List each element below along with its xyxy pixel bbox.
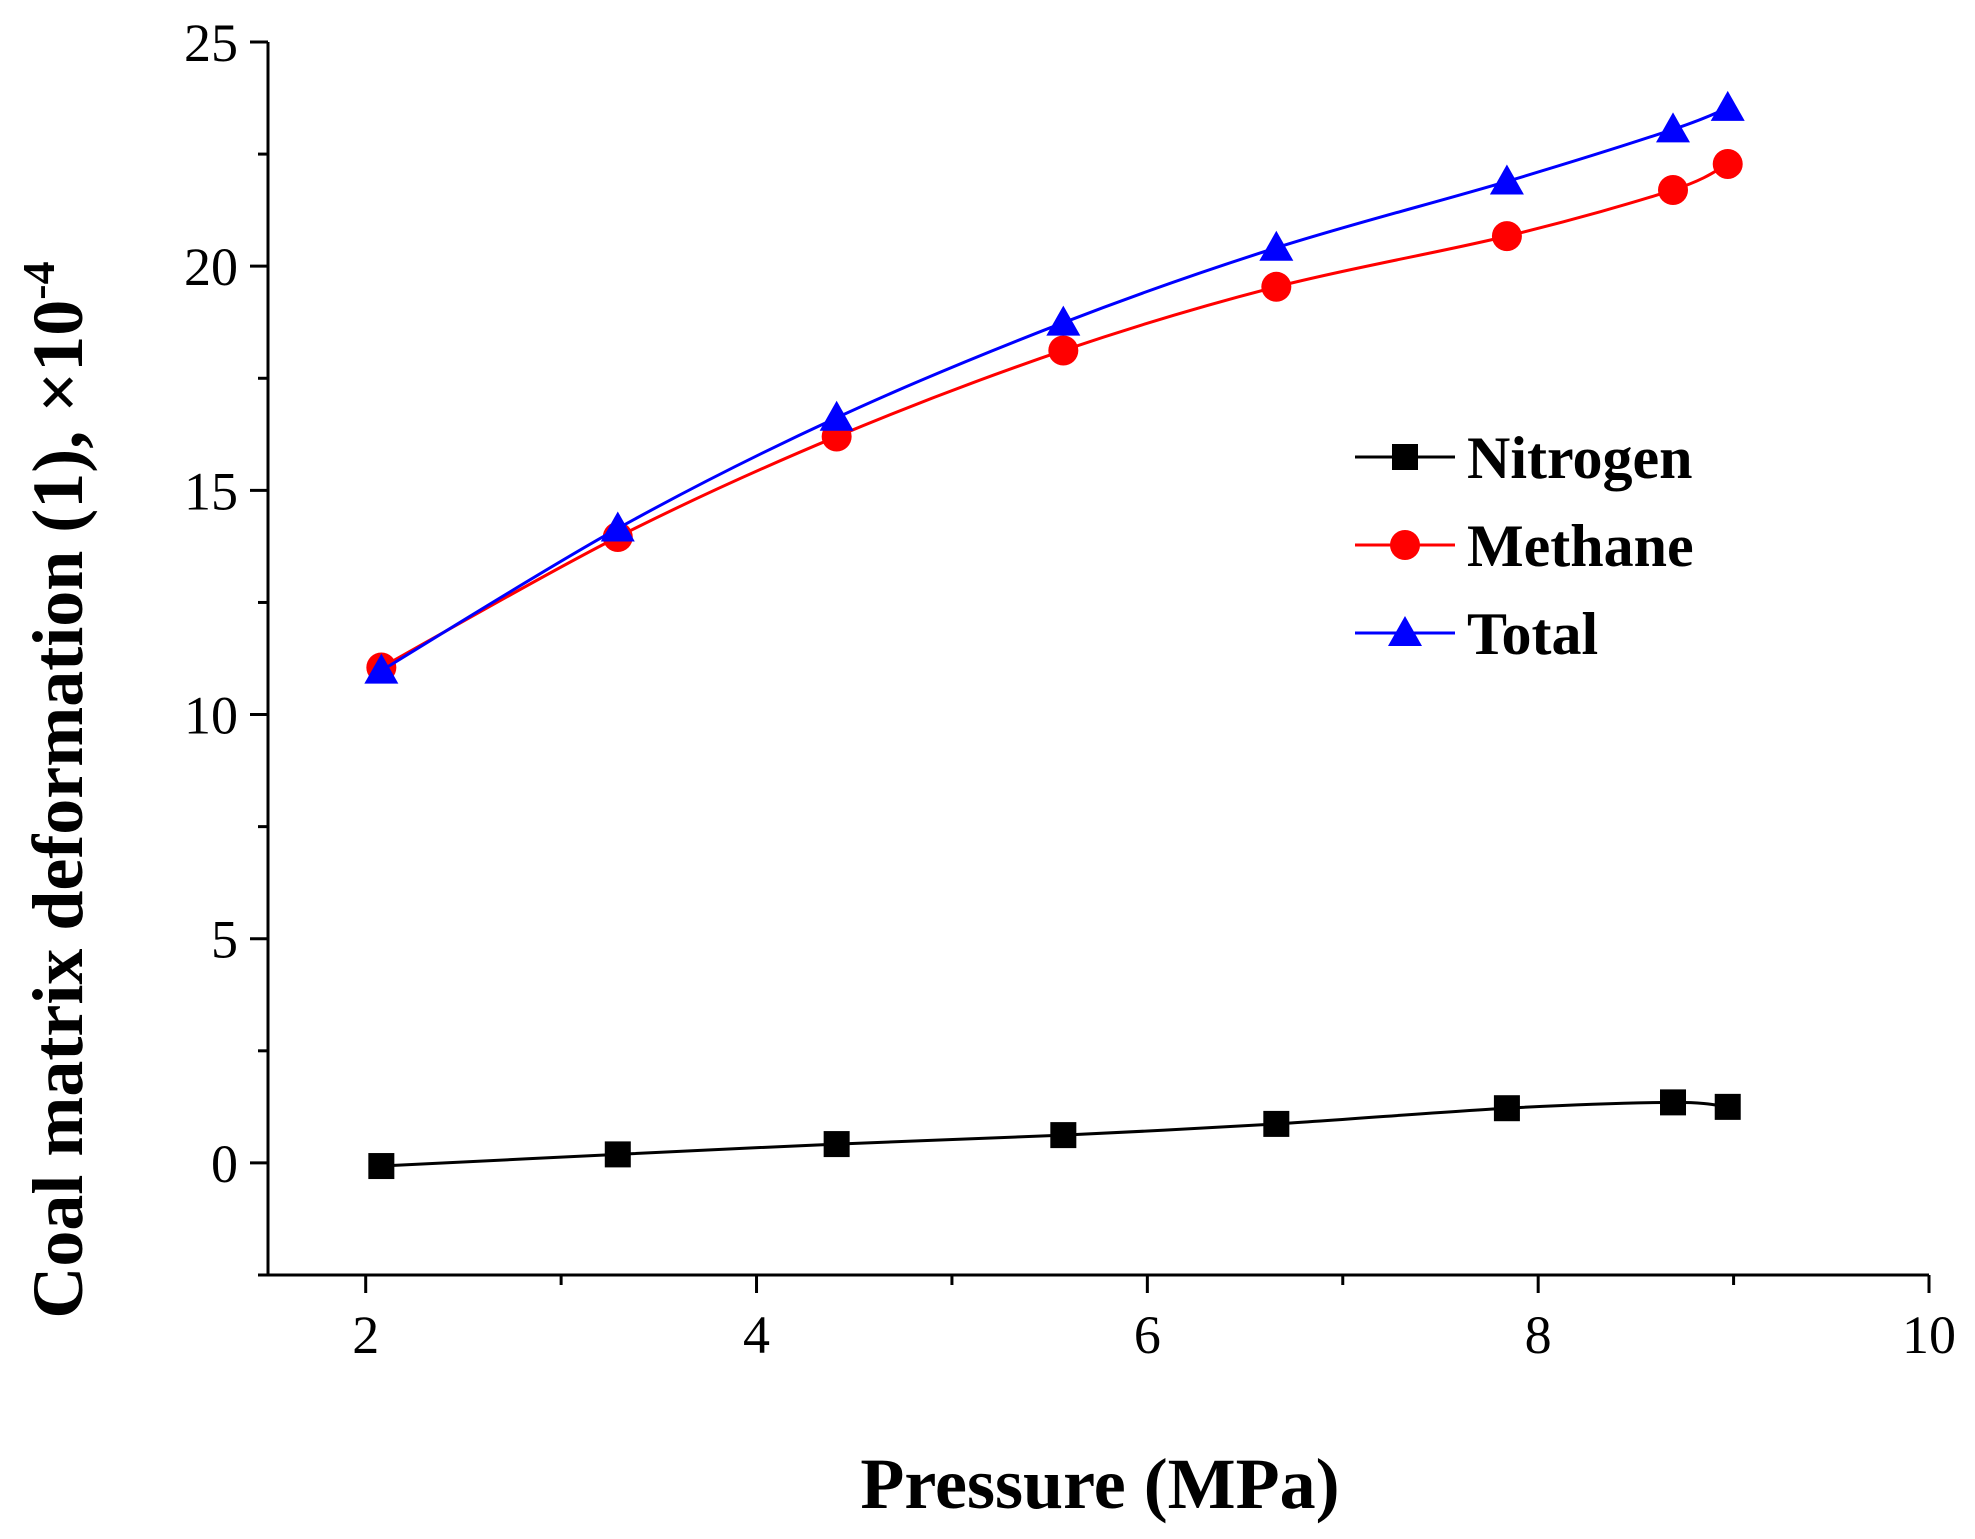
total-point [1710, 90, 1745, 121]
nitrogen-point [1263, 1110, 1290, 1137]
y-tick-label: 25 [184, 13, 238, 73]
axes [266, 42, 1929, 1277]
y-axis-title-group: Coal matrix deformation (1), ×10-4 [13, 261, 98, 1318]
x-tick-label: 4 [743, 1305, 770, 1365]
nitrogen-point [1493, 1095, 1520, 1122]
x-tick-label: 6 [1134, 1305, 1161, 1365]
nitrogen-point [368, 1153, 395, 1180]
legend-label-nitrogen: Nitrogen [1467, 425, 1693, 491]
nitrogen-point [604, 1141, 631, 1168]
x-tick-label: 2 [352, 1305, 379, 1365]
legend: Nitrogen Methane Total [1355, 425, 1694, 667]
methane-point [1712, 148, 1743, 179]
total-point [1656, 112, 1691, 143]
legend-label-total: Total [1467, 601, 1598, 667]
y-axis-title-exponent: -4 [13, 261, 64, 299]
legend-label-methane: Methane [1467, 513, 1694, 579]
total-point [600, 511, 635, 542]
y-tick-label: 0 [211, 1134, 238, 1194]
methane-point [1491, 221, 1522, 252]
methane-point [1658, 174, 1689, 205]
legend-marker-methane [1390, 530, 1420, 560]
total-point [1489, 164, 1524, 195]
total-point [819, 400, 854, 431]
y-tick-label: 5 [211, 910, 238, 970]
y-tick-label: 20 [184, 237, 238, 297]
methane-line [380, 162, 1729, 669]
total-line [380, 106, 1729, 672]
total-point [1046, 305, 1081, 336]
y-axis-title: Coal matrix deformation (1), ×10 [18, 300, 98, 1319]
y-tick-label: 10 [184, 686, 238, 746]
x-tick-label: 10 [1902, 1305, 1956, 1365]
svg-text:Coal matrix deformation (1), ×: Coal matrix deformation (1), ×10-4 [13, 261, 98, 1318]
methane-point [1261, 271, 1292, 302]
nitrogen-point [1050, 1122, 1077, 1149]
methane-point [1048, 335, 1079, 366]
ticks: 2 4 6 8 10 0 5 10 15 20 25 [184, 13, 1956, 1365]
nitrogen-point [823, 1131, 850, 1158]
y-tick-label: 15 [184, 461, 238, 521]
total-point [364, 653, 399, 684]
legend-marker-nitrogen [1392, 444, 1418, 470]
nitrogen-point [1660, 1089, 1687, 1116]
nitrogen-point [1714, 1093, 1741, 1120]
x-axis-title: Pressure (MPa) [860, 1444, 1339, 1524]
total-point [1259, 230, 1294, 261]
plot-series [364, 90, 1745, 1180]
legend-marker-total [1388, 616, 1422, 646]
x-tick-label: 8 [1525, 1305, 1552, 1365]
